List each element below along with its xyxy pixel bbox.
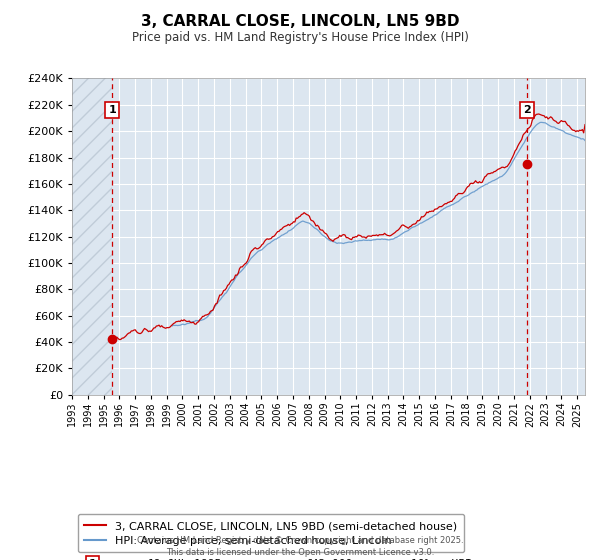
Text: Contains HM Land Registry data © Crown copyright and database right 2025.
This d: Contains HM Land Registry data © Crown c… [137,536,463,557]
Text: 3, CARRAL CLOSE, LINCOLN, LN5 9BD: 3, CARRAL CLOSE, LINCOLN, LN5 9BD [141,14,459,29]
Text: 10% ↑ HPI: 10% ↑ HPI [411,559,472,560]
Text: Price paid vs. HM Land Registry's House Price Index (HPI): Price paid vs. HM Land Registry's House … [131,31,469,44]
Text: 19-JUL-1995: 19-JUL-1995 [148,559,222,560]
Bar [72,78,112,395]
Text: 1: 1 [108,105,116,115]
Text: £42,000: £42,000 [305,559,352,560]
Text: 2: 2 [523,105,531,115]
Text: 1: 1 [89,559,97,560]
Legend: 3, CARRAL CLOSE, LINCOLN, LN5 9BD (semi-detached house), HPI: Average price, sem: 3, CARRAL CLOSE, LINCOLN, LN5 9BD (semi-… [77,514,464,552]
